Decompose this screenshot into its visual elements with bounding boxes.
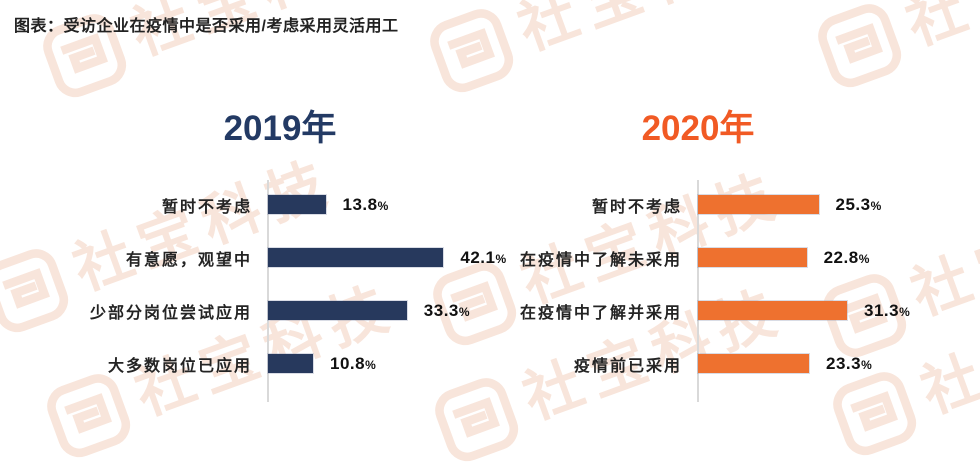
watermark-text: 社宝科技 xyxy=(510,0,788,63)
value-label: 13.8% xyxy=(342,194,389,214)
chart-row: 暂时不考虑 25.3% xyxy=(468,178,968,231)
axis-line xyxy=(267,180,269,402)
watermark-unit: 社宝科技 xyxy=(810,0,980,96)
watermark-unit: 社宝科技 xyxy=(422,0,791,101)
chart-row: 暂时不考虑 13.8% xyxy=(80,178,480,231)
value-label: 22.8% xyxy=(823,247,870,267)
bar xyxy=(698,248,807,267)
category-label: 有意愿，观望中 xyxy=(125,251,252,269)
value-label: 33.3% xyxy=(423,300,471,320)
chart-title-2019: 2019年 xyxy=(223,109,337,148)
bar xyxy=(268,354,313,373)
chart-row: 疫情前已采用 23.3% xyxy=(468,337,968,390)
shebao-logo-icon xyxy=(430,9,514,93)
bar-rows-2019: 暂时不考虑 13.8% 有意愿，观望中 42.1% 少部分岗位尝试应用 33.3% 大多数岗… xyxy=(80,178,506,402)
bar-rows-2020: 暂时不考虑 25.3% 在疫情中了解未采用 22.8% 在疫情中了解并采用 31.3% 疫情… xyxy=(468,178,968,402)
bar xyxy=(698,301,847,320)
category-label: 大多数岗位已应用 xyxy=(107,357,252,375)
figure-title: 图表：受访企业在疫情中是否采用/考虑采用灵活用工 xyxy=(14,18,399,35)
bar-line: 25.3% xyxy=(698,195,882,215)
chart-row: 在疫情中了解未采用 22.8% xyxy=(468,231,968,284)
category-label: 少部分岗位尝试应用 xyxy=(89,304,252,322)
chart-title-2020: 2020年 xyxy=(641,109,755,148)
bar-line: 33.3% xyxy=(268,301,470,321)
bar-line: 10.8% xyxy=(268,354,376,374)
bar xyxy=(268,195,326,214)
category-label: 在疫情中了解未采用 xyxy=(519,251,682,269)
chart-2019: 2019年 暂时不考虑 13.8% 有意愿，观望中 42.1% 少部分岗位尝试应用 33.… xyxy=(80,106,506,402)
value-label: 31.3% xyxy=(864,300,911,320)
shebao-logo-icon xyxy=(818,4,902,88)
shebao-logo-icon xyxy=(0,249,69,333)
watermark-text: 社宝科技 xyxy=(898,0,980,58)
bar-line: 42.1% xyxy=(268,248,507,268)
axis-line xyxy=(697,180,699,402)
bar xyxy=(698,354,809,373)
value-label: 25.3% xyxy=(835,194,882,214)
chart-row: 有意愿，观望中 42.1% xyxy=(80,231,506,284)
category-label: 在疫情中了解并采用 xyxy=(519,304,682,322)
category-label: 暂时不考虑 xyxy=(161,198,252,216)
value-label: 23.3% xyxy=(826,353,873,373)
chart-row: 在疫情中了解并采用 31.3% xyxy=(468,284,968,337)
value-label: 10.8% xyxy=(330,353,377,373)
category-label: 疫情前已采用 xyxy=(573,357,682,375)
bar-line: 13.8% xyxy=(268,195,389,215)
chart-row: 少部分岗位尝试应用 33.3% xyxy=(80,284,480,337)
chart-2020: 2020年 暂时不考虑 25.3% 在疫情中了解未采用 22.8% 在疫情中了解并采用 3… xyxy=(468,106,968,402)
bar xyxy=(698,195,819,214)
category-label: 暂时不考虑 xyxy=(591,198,682,216)
chart-row: 大多数岗位已应用 10.8% xyxy=(80,337,480,390)
bar-line: 31.3% xyxy=(698,301,910,321)
bar-line: 22.8% xyxy=(698,248,870,268)
bar xyxy=(268,301,407,320)
bar-line: 23.3% xyxy=(698,354,872,374)
value-label: 42.1% xyxy=(460,247,507,267)
bar xyxy=(268,248,444,267)
